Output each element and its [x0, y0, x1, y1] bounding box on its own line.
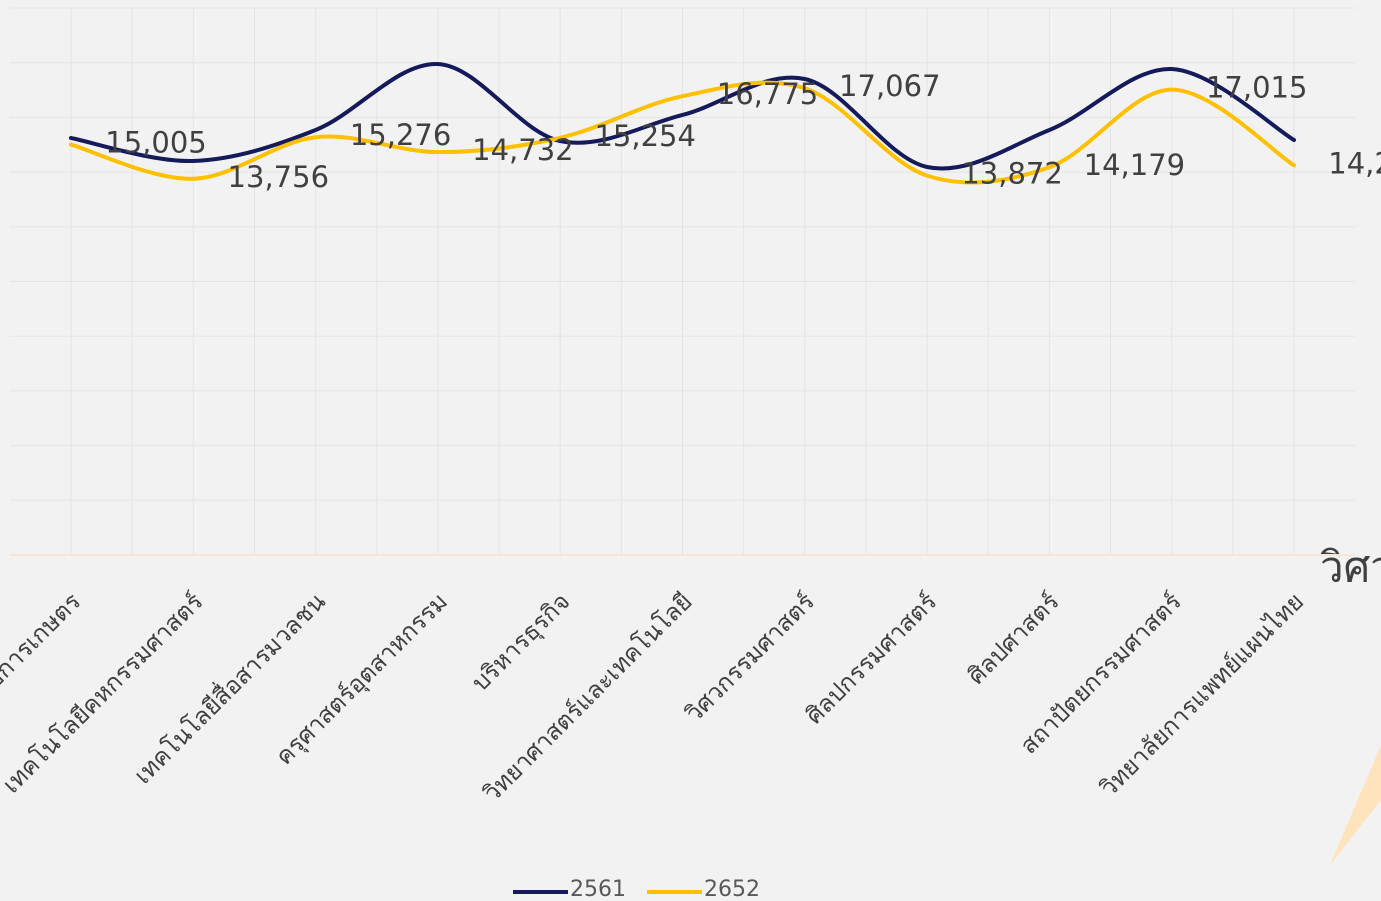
decoration [1330, 745, 1381, 865]
data-label: 13,872 [961, 157, 1062, 191]
legend-label: 2652 [704, 877, 760, 901]
legend-label: 2561 [570, 877, 626, 901]
data-label: 14,247 [1328, 146, 1381, 180]
data-label: 17,067 [839, 69, 940, 103]
data-label: 14,732 [472, 133, 573, 167]
data-label: 16,775 [717, 77, 818, 111]
annotation: วิศว [1320, 543, 1381, 592]
series-line [69, 80, 1296, 185]
data-label: 13,756 [228, 160, 329, 194]
data-label: 14,179 [1084, 148, 1185, 182]
series-line [69, 62, 1296, 171]
data-label: 15,276 [350, 118, 451, 152]
data-label: 15,005 [105, 126, 206, 160]
data-label: 15,254 [594, 119, 695, 153]
data-label: 17,015 [1206, 71, 1307, 105]
